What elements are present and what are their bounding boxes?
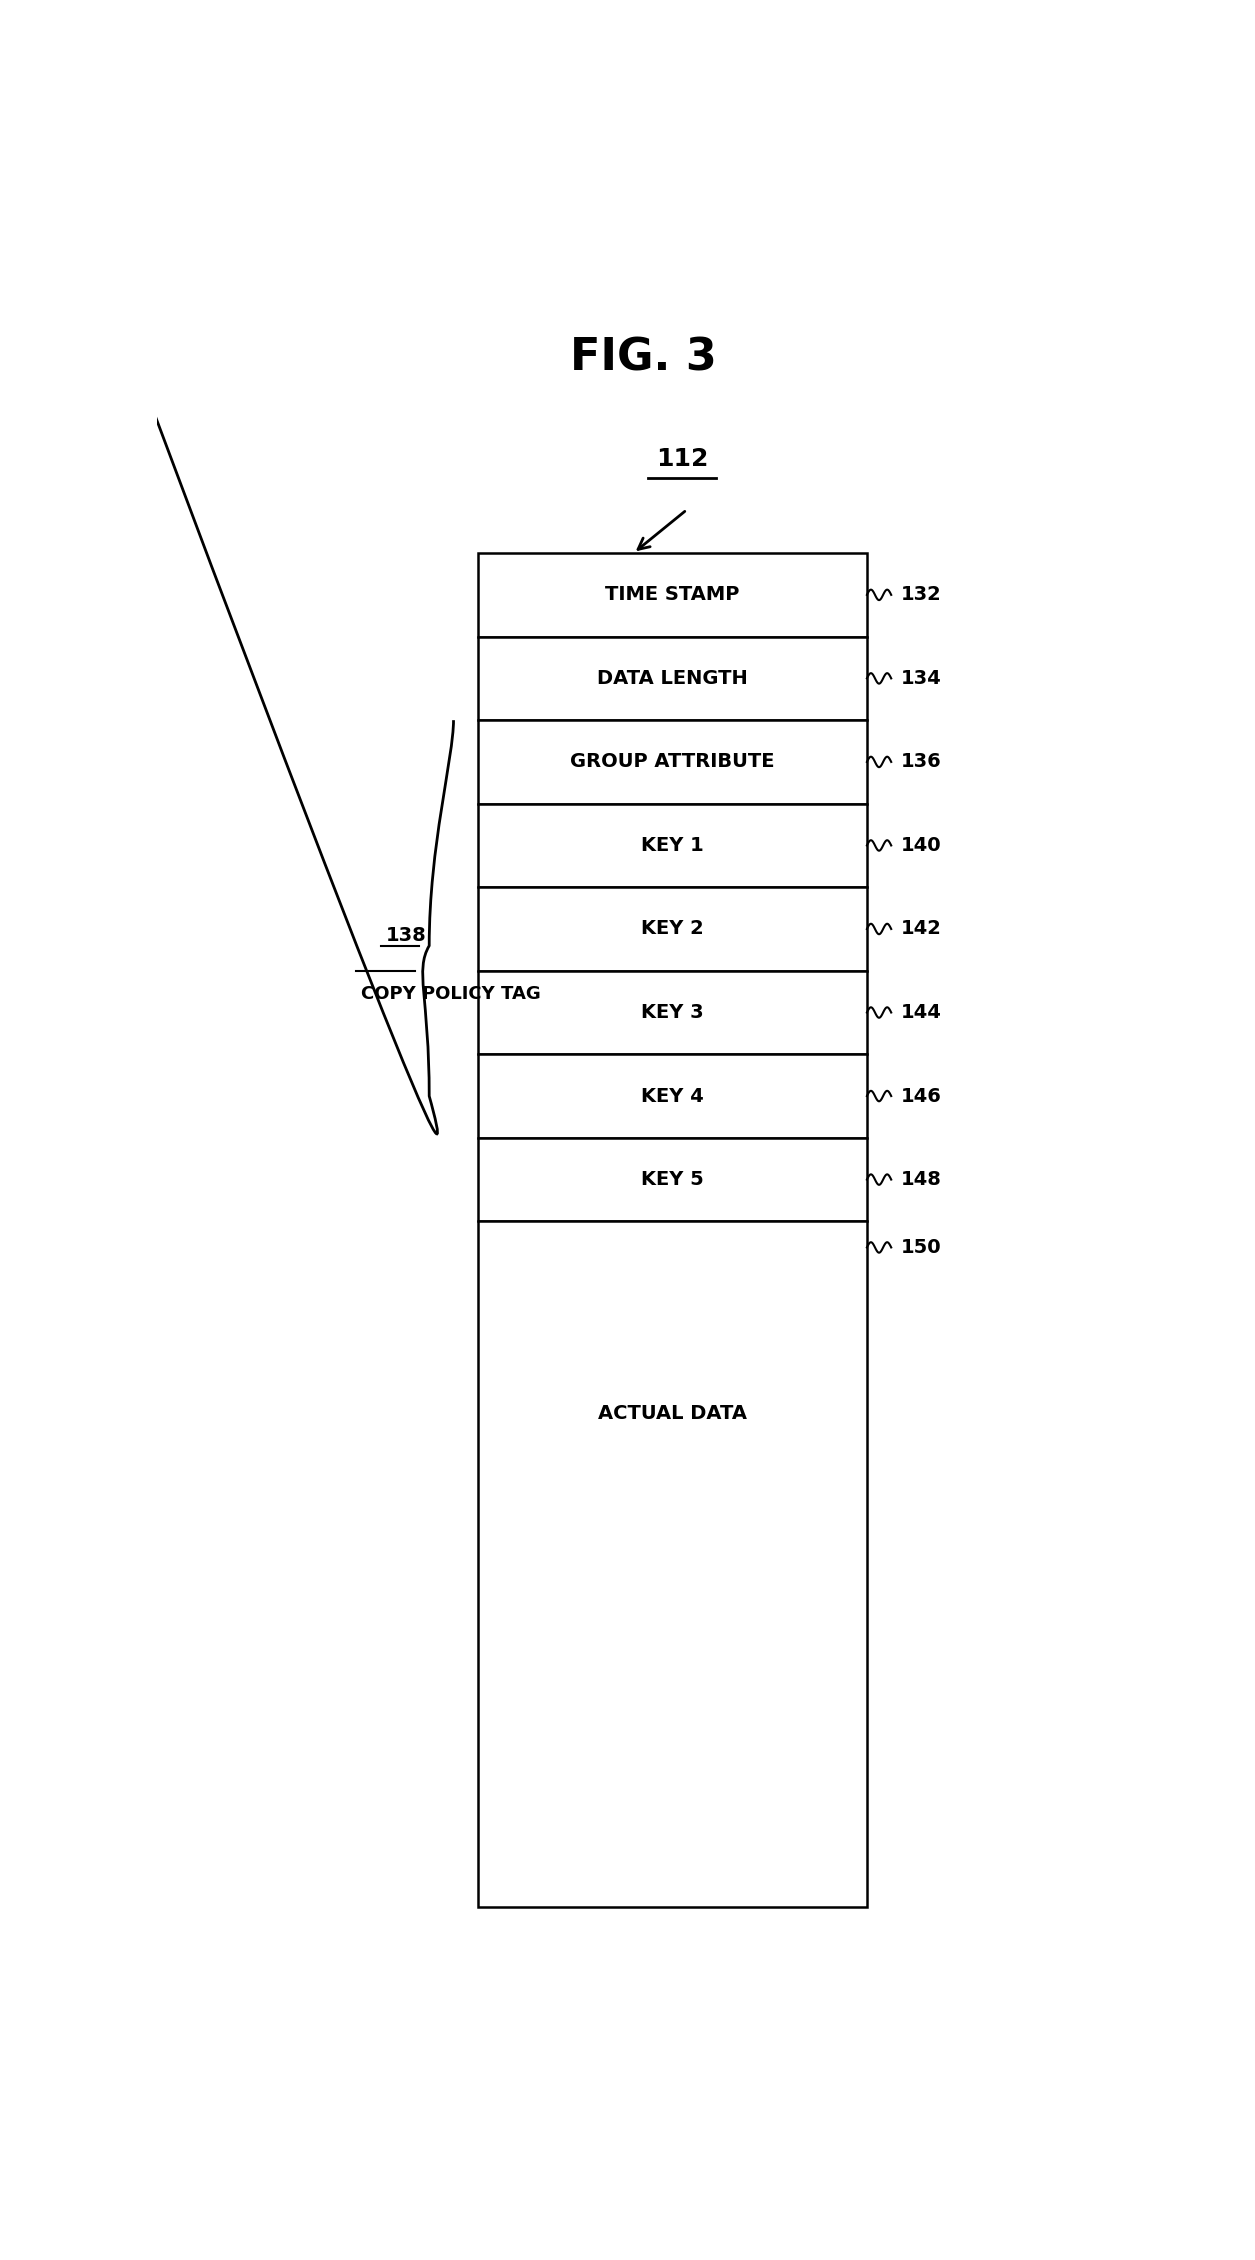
Bar [478,1220,867,1907]
Text: GROUP ATTRIBUTE: GROUP ATTRIBUTE [570,753,774,771]
Text: KEY 1: KEY 1 [641,836,704,854]
Text: 134: 134 [901,669,941,687]
Text: KEY 3: KEY 3 [641,1003,704,1022]
Bar [478,721,867,805]
Bar [478,637,867,721]
Text: 150: 150 [901,1238,941,1257]
Text: 136: 136 [901,753,941,771]
Bar [478,888,867,972]
Text: 112: 112 [656,447,708,472]
Text: 146: 146 [901,1087,941,1105]
Text: ACTUAL DATA: ACTUAL DATA [597,1403,747,1424]
Text: COPY POLICY TAG: COPY POLICY TAG [361,985,541,1003]
Text: 132: 132 [901,585,941,603]
Text: FIG. 3: FIG. 3 [570,337,717,380]
Bar [478,805,867,888]
Text: KEY 4: KEY 4 [641,1087,704,1105]
Text: 142: 142 [901,920,941,938]
Text: KEY 5: KEY 5 [641,1171,704,1189]
Bar [478,1053,867,1137]
Text: 144: 144 [901,1003,941,1022]
Text: KEY 2: KEY 2 [641,920,704,938]
Bar [478,554,867,637]
Text: 138: 138 [385,927,427,945]
Text: 148: 148 [901,1171,941,1189]
Bar [478,972,867,1053]
Text: DATA LENGTH: DATA LENGTH [597,669,748,687]
Text: TIME STAMP: TIME STAMP [605,585,739,603]
Bar [478,1137,867,1220]
Text: 140: 140 [901,836,941,854]
